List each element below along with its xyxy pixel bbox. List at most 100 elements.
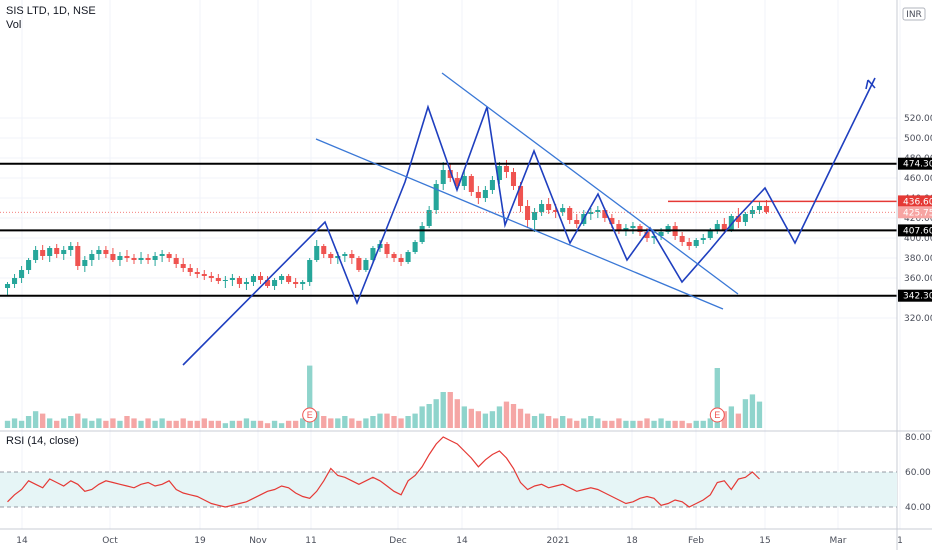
candle[interactable] — [363, 258, 369, 272]
candle-body[interactable] — [19, 270, 25, 278]
candle-body[interactable] — [89, 254, 95, 260]
candle-body[interactable] — [637, 226, 643, 232]
candle[interactable] — [539, 200, 545, 216]
candle-body[interactable] — [328, 254, 334, 258]
candle[interactable] — [19, 266, 25, 283]
candle[interactable] — [630, 222, 636, 234]
candle[interactable] — [131, 254, 137, 264]
candle[interactable] — [714, 220, 720, 234]
candle[interactable] — [40, 245, 46, 260]
candle-body[interactable] — [496, 166, 502, 180]
candle[interactable] — [475, 186, 481, 204]
earnings-icon[interactable] — [302, 407, 318, 423]
candle-body[interactable] — [265, 280, 271, 286]
candle-body[interactable] — [166, 254, 172, 258]
candle[interactable] — [693, 238, 699, 248]
candle[interactable] — [588, 208, 594, 220]
candle-body[interactable] — [574, 220, 580, 224]
horizontal-levels[interactable] — [0, 162, 897, 297]
candle[interactable] — [33, 246, 39, 263]
candle-body[interactable] — [384, 244, 390, 254]
candle[interactable] — [525, 200, 531, 228]
candle-body[interactable] — [658, 232, 664, 236]
candle[interactable] — [567, 206, 573, 224]
zigzag-pattern[interactable] — [182, 77, 876, 366]
candle[interactable] — [349, 250, 355, 264]
candle[interactable] — [61, 246, 67, 260]
candle[interactable] — [398, 254, 404, 266]
candle-body[interactable] — [159, 254, 165, 256]
candle-body[interactable] — [714, 224, 720, 230]
candle-body[interactable] — [335, 256, 341, 258]
candle-body[interactable] — [412, 242, 418, 252]
candle[interactable] — [384, 242, 390, 258]
candle[interactable] — [293, 278, 299, 288]
candle-body[interactable] — [145, 258, 151, 260]
candle-body[interactable] — [447, 170, 453, 178]
candle[interactable] — [665, 224, 671, 234]
candle-body[interactable] — [180, 264, 186, 268]
candle[interactable] — [510, 168, 517, 190]
candle-body[interactable] — [602, 210, 608, 218]
earnings-marker[interactable]: E — [302, 407, 318, 423]
candle[interactable] — [82, 256, 88, 272]
candle-body[interactable] — [117, 256, 123, 260]
candle[interactable] — [328, 252, 334, 264]
candle-body[interactable] — [630, 226, 636, 228]
candle-body[interactable] — [489, 180, 495, 190]
candle[interactable] — [194, 268, 200, 278]
candle-body[interactable] — [609, 218, 615, 224]
candle-body[interactable] — [707, 230, 713, 238]
candle[interactable] — [728, 214, 734, 232]
candle-body[interactable] — [349, 254, 355, 258]
candle[interactable] — [342, 252, 348, 262]
candle-body[interactable] — [623, 228, 629, 230]
candle-body[interactable] — [208, 276, 214, 278]
candle-body[interactable] — [61, 250, 67, 254]
candle-body[interactable] — [426, 210, 432, 226]
candle-body[interactable] — [510, 172, 517, 186]
candle[interactable] — [103, 246, 109, 258]
candle[interactable] — [96, 246, 102, 260]
candle[interactable] — [461, 170, 467, 190]
candle-body[interactable] — [763, 206, 770, 212]
candle[interactable] — [356, 256, 362, 272]
candle[interactable] — [321, 244, 327, 258]
candle-body[interactable] — [342, 254, 348, 256]
candle[interactable] — [433, 180, 439, 214]
candle-body[interactable] — [553, 210, 559, 212]
candle[interactable] — [419, 222, 425, 244]
candle-body[interactable] — [250, 276, 257, 282]
candle[interactable] — [700, 234, 706, 244]
candle[interactable] — [742, 212, 748, 226]
candle[interactable] — [616, 220, 622, 234]
candle-body[interactable] — [749, 210, 755, 214]
candle-body[interactable] — [293, 282, 299, 284]
candle-body[interactable] — [419, 226, 425, 242]
candle-body[interactable] — [82, 260, 88, 266]
candle[interactable] — [412, 240, 418, 254]
candle[interactable] — [426, 206, 432, 228]
candle-body[interactable] — [461, 176, 467, 186]
candle-body[interactable] — [742, 214, 748, 222]
candle[interactable] — [686, 238, 692, 250]
candle-body[interactable] — [173, 258, 179, 264]
candle-body[interactable] — [588, 212, 594, 214]
candle-body[interactable] — [405, 252, 411, 262]
candle-body[interactable] — [546, 204, 552, 210]
candle[interactable] — [532, 208, 538, 232]
candle-body[interactable] — [26, 260, 32, 270]
candle-body[interactable] — [201, 274, 207, 276]
candle-body[interactable] — [187, 268, 193, 272]
candle-body[interactable] — [300, 282, 306, 284]
earnings-icon[interactable] — [709, 407, 725, 423]
candle[interactable] — [180, 258, 186, 272]
candle[interactable] — [272, 278, 278, 290]
candle-body[interactable] — [68, 246, 74, 250]
candle-body[interactable] — [370, 248, 376, 260]
candle[interactable] — [138, 252, 144, 264]
currency-badge[interactable]: INR — [902, 7, 926, 21]
candle[interactable] — [546, 198, 552, 214]
